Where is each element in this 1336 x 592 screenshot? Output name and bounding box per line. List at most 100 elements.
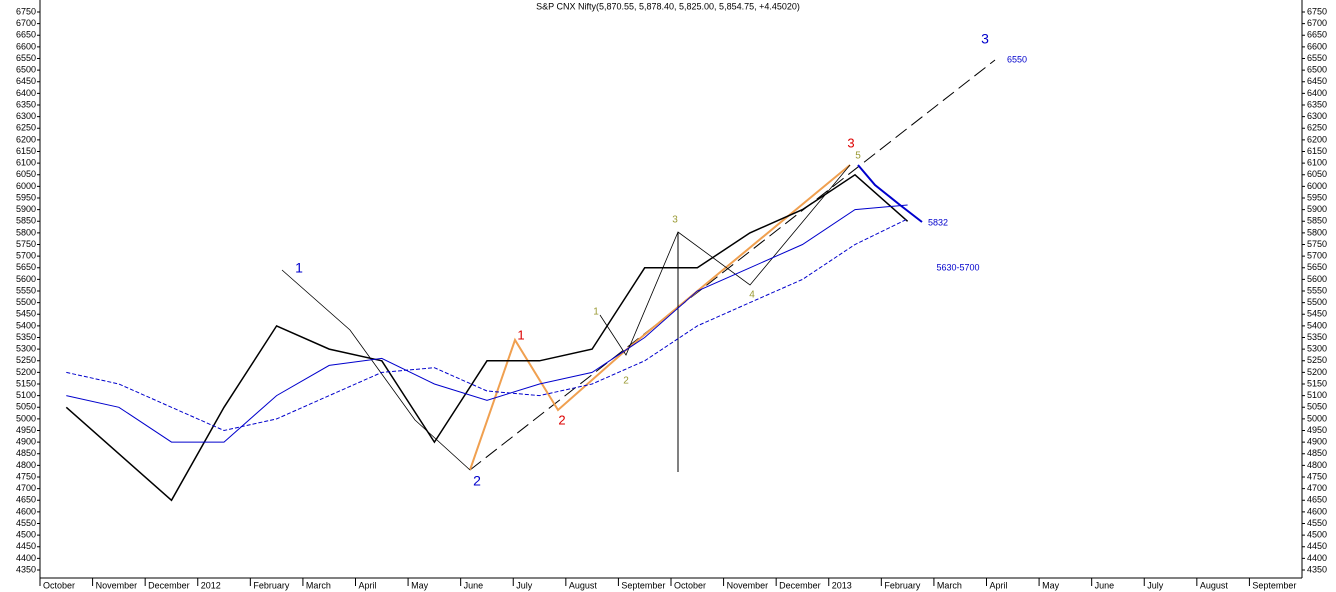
wave-line (857, 164, 923, 223)
y-tick-label: 6150 (16, 146, 36, 156)
y-tick-label: 5000 (16, 413, 36, 423)
x-tick-label: July (516, 580, 533, 590)
y-tick-label: 5700 (16, 251, 36, 261)
trend-line (469, 59, 996, 471)
annotation: 3 (847, 135, 854, 150)
y-tick-label: 5250 (1307, 355, 1327, 365)
y-tick-label: 4800 (1307, 460, 1327, 470)
y-tick-label: 6300 (1307, 111, 1327, 121)
annotation: 1 (295, 260, 303, 276)
x-tick-label: November (96, 580, 138, 590)
y-tick-label: 5750 (16, 239, 36, 249)
y-tick-label: 6050 (16, 169, 36, 179)
y-tick-label: 4950 (16, 425, 36, 435)
y-tick-label: 4600 (1307, 506, 1327, 516)
wave-line (599, 164, 851, 356)
annotation: 3 (672, 215, 678, 226)
y-tick-label: 6400 (16, 88, 36, 98)
y-tick-label: 6150 (1307, 146, 1327, 156)
y-tick-label: 4450 (1307, 541, 1327, 551)
y-tick-label: 4500 (16, 530, 36, 540)
y-tick-label: 6000 (1307, 181, 1327, 191)
y-tick-label: 6750 (16, 6, 36, 16)
annotation: 1 (517, 327, 524, 342)
y-tick-label: 5200 (16, 367, 36, 377)
y-tick-label: 4550 (16, 518, 36, 528)
y-tick-label: 5650 (1307, 262, 1327, 272)
x-tick-label: April (359, 580, 377, 590)
y-tick-label: 4650 (1307, 495, 1327, 505)
x-tick-label: May (411, 580, 429, 590)
y-tick-label: 6000 (16, 181, 36, 191)
y-tick-label: 4550 (1307, 518, 1327, 528)
y-tick-label: 5700 (1307, 251, 1327, 261)
y-tick-label: 5450 (16, 309, 36, 319)
chart-title: S&P CNX Nifty(5,870.55, 5,878.40, 5,825.… (536, 1, 800, 11)
annotation: 2 (558, 412, 565, 427)
y-tick-label: 6550 (16, 53, 36, 63)
y-tick-label: 4900 (1307, 437, 1327, 447)
y-tick-label: 5850 (1307, 216, 1327, 226)
y-tick-label: 6550 (1307, 53, 1327, 63)
y-tick-label: 5850 (16, 216, 36, 226)
x-tick-label: October (43, 580, 75, 590)
y-tick-label: 6750 (1307, 6, 1327, 16)
x-tick-label: February (253, 580, 290, 590)
y-tick-label: 6700 (16, 18, 36, 28)
annotation: 1 (593, 307, 599, 318)
y-tick-label: 6650 (1307, 30, 1327, 40)
wave-line (281, 269, 471, 471)
x-tick-label: May (1042, 580, 1060, 590)
y-tick-label: 4750 (16, 471, 36, 481)
y-tick-label: 5950 (16, 192, 36, 202)
y-tick-label: 5800 (1307, 227, 1327, 237)
y-tick-label: 5900 (16, 204, 36, 214)
y-tick-label: 6450 (16, 76, 36, 86)
x-tick-label: April (990, 580, 1008, 590)
y-tick-label: 4450 (16, 541, 36, 551)
x-tick-label: March (937, 580, 962, 590)
y-tick-label: 5500 (1307, 297, 1327, 307)
y-tick-label: 5350 (1307, 332, 1327, 342)
y-tick-label: 4400 (16, 553, 36, 563)
y-tick-label: 4350 (1307, 564, 1327, 574)
y-tick-label: 5050 (16, 402, 36, 412)
x-tick-label: March (306, 580, 331, 590)
y-tick-label: 6650 (16, 30, 36, 40)
y-tick-label: 6250 (16, 123, 36, 133)
annotation: 4 (749, 290, 755, 301)
y-tick-label: 4700 (1307, 483, 1327, 493)
x-tick-label: February (884, 580, 921, 590)
y-tick-label: 6600 (1307, 41, 1327, 51)
y-tick-label: 6350 (16, 99, 36, 109)
y-tick-label: 5050 (1307, 402, 1327, 412)
y-tick-label: 6500 (1307, 65, 1327, 75)
y-tick-label: 6200 (1307, 134, 1327, 144)
y-tick-label: 5650 (16, 262, 36, 272)
x-tick-label: 2013 (832, 580, 852, 590)
annotation: 2 (473, 473, 481, 489)
y-tick-label: 5100 (16, 390, 36, 400)
y-tick-label: 5000 (1307, 413, 1327, 423)
y-tick-label: 5300 (1307, 344, 1327, 354)
x-tick-label: December (148, 580, 190, 590)
y-tick-label: 4850 (16, 448, 36, 458)
y-tick-label: 5150 (16, 378, 36, 388)
y-tick-label: 4350 (16, 564, 36, 574)
x-tick-label: July (1147, 580, 1164, 590)
y-tick-label: 4950 (1307, 425, 1327, 435)
x-tick-label: December (779, 580, 821, 590)
y-tick-label: 6100 (16, 158, 36, 168)
x-tick-label: October (674, 580, 706, 590)
wave-line (469, 164, 851, 471)
x-tick-label: August (569, 580, 598, 590)
x-tick-label: 2012 (201, 580, 221, 590)
annotation: 6550 (1007, 54, 1027, 64)
y-tick-label: 4850 (1307, 448, 1327, 458)
y-tick-label: 5300 (16, 344, 36, 354)
y-tick-label: 4500 (1307, 530, 1327, 540)
y-tick-label: 4800 (16, 460, 36, 470)
y-tick-label: 5750 (1307, 239, 1327, 249)
